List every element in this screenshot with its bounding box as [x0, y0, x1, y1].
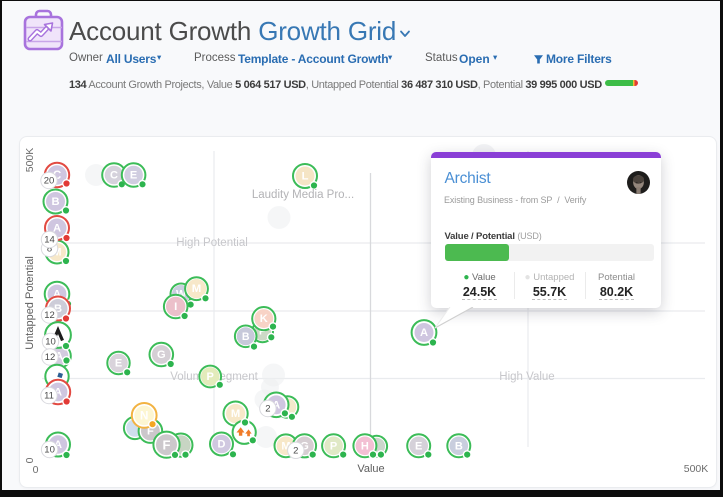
svg-text:20: 20: [44, 176, 55, 187]
svg-text:B: B: [242, 331, 250, 343]
svg-text:N: N: [140, 409, 148, 422]
svg-text:10: 10: [44, 445, 55, 456]
svg-text:K: K: [260, 313, 268, 325]
svg-text:Untapped Potential: Untapped Potential: [24, 256, 36, 350]
svg-text:L: L: [302, 171, 309, 183]
svg-text:500K: 500K: [684, 463, 709, 475]
svg-text:2: 2: [293, 445, 298, 456]
svg-text:C: C: [53, 169, 62, 182]
svg-text:F: F: [163, 438, 171, 453]
svg-text:A: A: [420, 327, 428, 339]
svg-text:P: P: [330, 440, 337, 452]
svg-text:10: 10: [45, 337, 56, 348]
svg-text:M: M: [192, 283, 202, 295]
svg-text:B: B: [54, 303, 62, 315]
svg-text:A: A: [54, 387, 62, 399]
svg-text:14: 14: [44, 235, 55, 246]
svg-text:E: E: [115, 358, 122, 370]
svg-text:12: 12: [45, 352, 56, 363]
svg-text:0: 0: [24, 457, 36, 463]
svg-text:12: 12: [44, 310, 55, 321]
svg-text:High Potential: High Potential: [176, 237, 248, 249]
svg-text:A: A: [53, 223, 61, 235]
svg-text:A: A: [272, 399, 280, 411]
svg-text:C: C: [110, 170, 118, 182]
svg-text:0: 0: [33, 464, 39, 476]
svg-text:8: 8: [47, 244, 52, 255]
svg-text:G: G: [157, 349, 166, 361]
svg-text:2: 2: [265, 404, 270, 415]
svg-text:F: F: [147, 426, 154, 438]
svg-text:P: P: [259, 327, 266, 338]
svg-text:High Value: High Value: [499, 371, 554, 383]
svg-text:M: M: [281, 440, 290, 452]
svg-text:D: D: [218, 439, 226, 451]
svg-text:A: A: [54, 439, 62, 451]
svg-text:11: 11: [44, 391, 54, 402]
svg-text:G: G: [300, 440, 309, 452]
svg-text:A: A: [55, 351, 63, 363]
svg-text:Laudity Media Pro...: Laudity Media Pro...: [252, 189, 354, 201]
svg-text:Value: Value: [357, 463, 384, 475]
svg-text:B: B: [51, 196, 59, 208]
svg-text:P: P: [207, 371, 214, 383]
svg-text:E: E: [415, 440, 422, 452]
svg-text:A: A: [53, 289, 61, 301]
svg-text:B: B: [455, 440, 463, 452]
svg-text:W: W: [176, 289, 186, 301]
svg-text:I: I: [174, 301, 177, 313]
svg-text:500K: 500K: [24, 148, 36, 173]
svg-text:E: E: [130, 170, 137, 182]
svg-text:H: H: [361, 440, 369, 452]
svg-text:M: M: [231, 408, 240, 420]
